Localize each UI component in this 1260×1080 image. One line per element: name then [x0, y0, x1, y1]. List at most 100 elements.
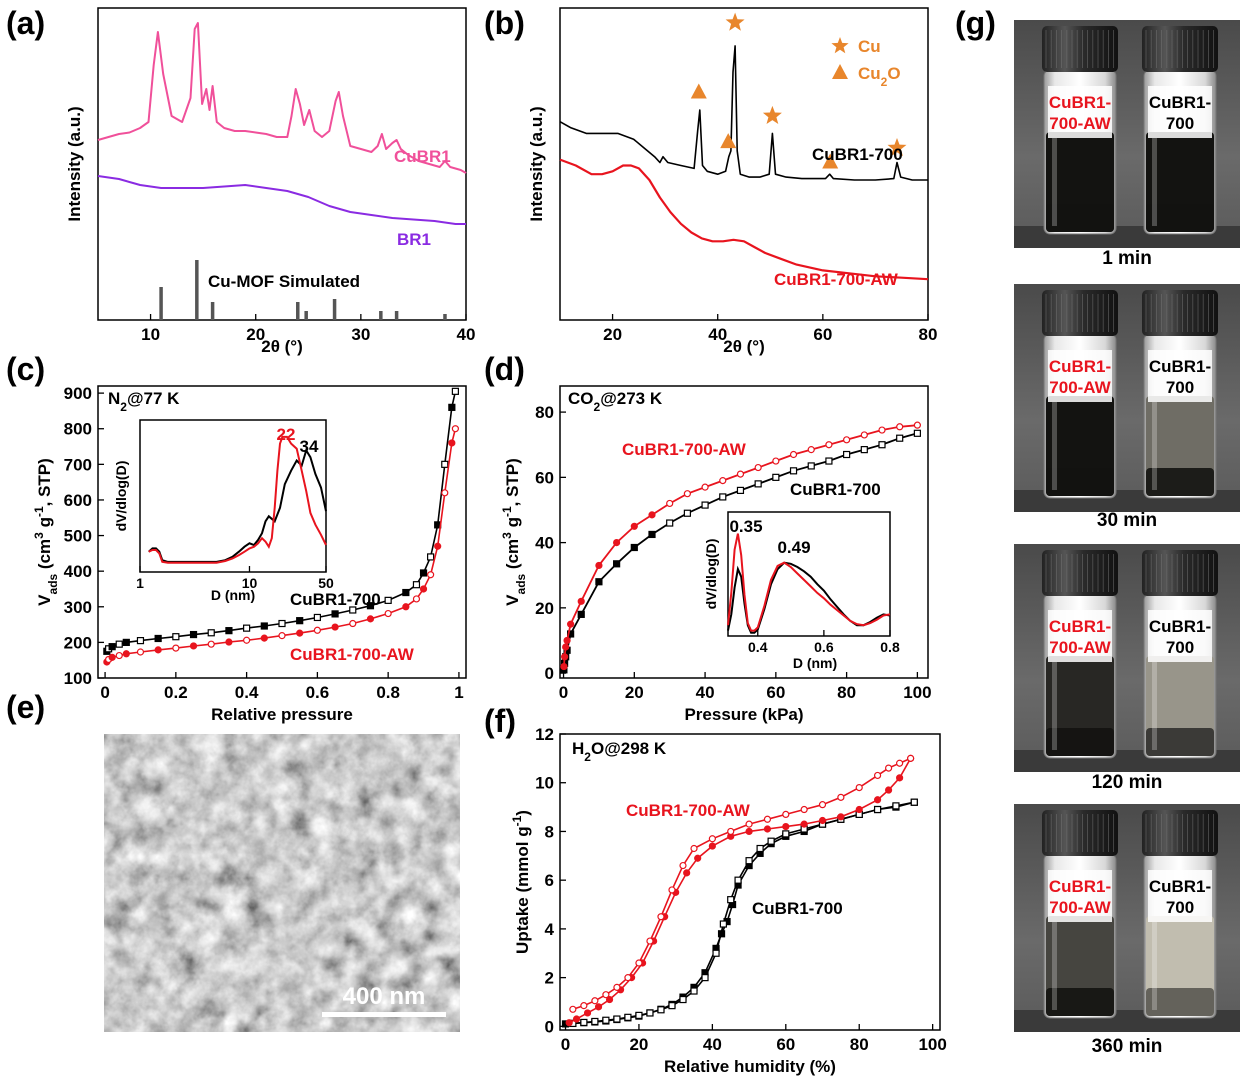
xtick-b-80: 80: [919, 325, 938, 344]
y-axis-label-c: Vads (cm3 g-1, STP): [32, 458, 60, 606]
point-d-1-19: [825, 441, 833, 449]
point-c-0-6: [154, 634, 162, 643]
ytick-c-200: 200: [64, 633, 92, 652]
point-c-0-11: [243, 624, 251, 632]
vial-right: CuBR1- 700: [1142, 550, 1218, 759]
point-c-1-10: [225, 638, 233, 646]
series-f-3: [572, 757, 911, 1011]
xtick-c-0.6: 0.6: [306, 683, 330, 702]
point-f-2-17: [782, 822, 790, 831]
point-f-3-24: [569, 1005, 577, 1013]
point-c-0-5: [136, 637, 145, 645]
x-axis-label-a: 2θ (°): [261, 337, 303, 356]
vial-sediment: [1046, 988, 1114, 1016]
panel-label-g: (g): [955, 5, 996, 41]
series-f-1: [572, 801, 915, 1025]
inset-xtick-c-50: 50: [318, 575, 334, 591]
vial-sediment: [1146, 204, 1214, 232]
vial-cap: [1042, 26, 1118, 72]
vial-label-line2: 700-AW: [1049, 114, 1111, 133]
ytick-d-60: 60: [535, 468, 554, 487]
inset-frame-d: [727, 511, 891, 637]
legend-triangle-icon: [832, 64, 848, 79]
point-f-3-22: [591, 997, 599, 1005]
point-c-1-25: [441, 489, 449, 497]
ytick-c-700: 700: [64, 455, 92, 474]
label-cubr1: CuBR1: [394, 147, 451, 166]
vial-highlight: [1152, 402, 1157, 490]
point-f-2-20: [837, 813, 845, 821]
ytick-f-2: 2: [545, 969, 554, 988]
xtick-d-40: 40: [696, 683, 715, 702]
point-d-1-11: [683, 490, 691, 498]
vial-left: CuBR1- 700-AW: [1042, 810, 1118, 1019]
plot-frame-f: [559, 733, 941, 1031]
vial-left: CuBR1- 700-AW: [1042, 290, 1118, 499]
ytick-c-300: 300: [64, 598, 92, 617]
inset-xtick-c-1: 1: [136, 575, 144, 591]
vial-label-line1: CuBR1-: [1049, 617, 1111, 636]
point-d-1-0: [560, 662, 568, 671]
point-f-3-1: [896, 759, 904, 767]
point-f-2-15: [745, 827, 753, 836]
vial-label-sticker: [1048, 86, 1112, 138]
inset-series-c-0: [148, 447, 327, 563]
point-d-0-22: [878, 441, 886, 449]
point-f-1-19: [657, 1006, 665, 1014]
ytick-c-500: 500: [64, 527, 92, 546]
label-cubr1-700-aw-b: CuBR1-700-AW: [774, 270, 899, 289]
vial-sediment: [1046, 468, 1114, 496]
inset-peak-22: 22: [277, 425, 296, 444]
vial-highlight: [1152, 922, 1157, 1010]
series-a-1: [97, 175, 466, 225]
point-d-0-15: [754, 480, 762, 488]
vial-cap: [1142, 290, 1218, 336]
x-axis-label-c: Relative pressure: [211, 705, 353, 724]
vial-label-line2: 700: [1166, 378, 1194, 397]
photo-caption-0: 1 min: [1102, 248, 1152, 269]
point-c-0-17: [349, 606, 357, 614]
vial-label-line1: CuBR1-: [1149, 617, 1211, 636]
vial-label-sticker: [1048, 870, 1112, 922]
label-simulated: Cu-MOF Simulated: [208, 272, 360, 291]
xtick-b-60: 60: [813, 325, 832, 344]
point-f-3-4: [855, 783, 863, 792]
xtick-f-40: 40: [703, 1035, 722, 1054]
legend-cu2o-part: 2: [881, 75, 888, 89]
point-d-0-6: [595, 578, 603, 586]
vial-cap: [1142, 810, 1218, 856]
point-f-3-14: [679, 861, 687, 870]
label-cubr1-700-f: CuBR1-700: [752, 899, 843, 918]
series-c-1: [106, 428, 457, 663]
xtick-d-80: 80: [837, 683, 856, 702]
point-c-1-20: [402, 603, 410, 611]
point-c-0-18: [366, 602, 375, 610]
vial-label-line1: CuBR1-: [1049, 877, 1111, 896]
series-c-0: [106, 391, 457, 652]
vial-left: CuBR1- 700-AW: [1042, 26, 1118, 235]
point-c-1-2: [108, 653, 116, 661]
label-cubr1-700-aw-d: CuBR1-700-AW: [622, 440, 747, 459]
point-c-1-11: [243, 636, 251, 644]
inset-x-label-c: D (nm): [211, 587, 255, 603]
point-c-1-22: [419, 585, 428, 593]
point-f-1-15: [701, 974, 709, 982]
label-cubr1-700-b: CuBR1-700: [812, 145, 903, 164]
ytick-c-900: 900: [64, 384, 92, 403]
y-axis-label-d-part: , STP): [503, 458, 522, 506]
plot-title-f-part: O@298 K: [591, 739, 667, 758]
point-f-1-26: [580, 1018, 588, 1027]
y-axis-label-d-part: (cm: [503, 539, 522, 574]
point-c-1-17: [349, 619, 357, 628]
vial-photo-2: CuBR1- 700-AW CuBR1- 700: [1014, 544, 1240, 772]
point-d-1-2: [562, 643, 570, 651]
point-f-2-22: [873, 796, 882, 804]
vial-photo-3: CuBR1- 700-AW CuBR1- 700: [1014, 804, 1240, 1032]
point-d-1-15: [754, 463, 762, 472]
xtick-b-20: 20: [603, 325, 622, 344]
point-d-0-18: [807, 462, 815, 470]
point-d-1-24: [913, 421, 921, 429]
xtick-f-0: 0: [561, 1035, 570, 1054]
label-cubr1-700-aw-c: CuBR1-700-AW: [290, 645, 415, 664]
